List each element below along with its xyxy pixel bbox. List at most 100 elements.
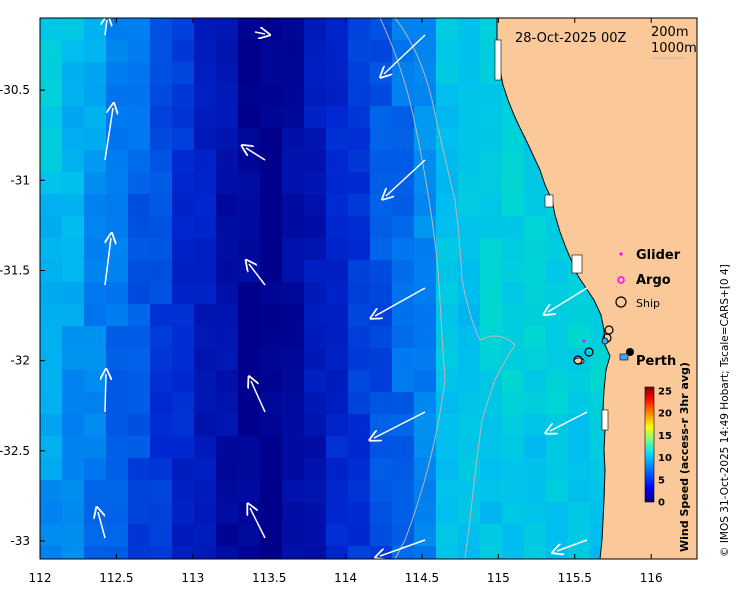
grid-cell	[480, 458, 503, 481]
grid-cell	[260, 304, 283, 327]
grid-cell	[150, 84, 173, 107]
grid-cell	[282, 18, 305, 41]
grid-cell	[502, 238, 525, 261]
grid-cell	[40, 194, 63, 217]
grid-cell	[106, 370, 129, 393]
grid-cell	[62, 326, 85, 349]
grid-cell	[546, 326, 569, 349]
grid-cell	[260, 106, 283, 129]
grid-cell	[370, 282, 393, 305]
grid-cell	[40, 260, 63, 283]
grid-cell	[172, 304, 195, 327]
city-label: Perth	[636, 354, 676, 369]
grid-cell	[304, 62, 327, 85]
grid-cell	[436, 502, 459, 525]
grid-cell	[436, 40, 459, 63]
grid-cell	[62, 348, 85, 371]
grid-cell	[370, 326, 393, 349]
grid-cell	[546, 414, 569, 437]
grid-cell	[414, 84, 437, 107]
grid-cell	[106, 436, 129, 459]
grid-cell	[172, 194, 195, 217]
grid-cell	[348, 436, 371, 459]
grid-cell	[150, 458, 173, 481]
grid-cell	[436, 304, 459, 327]
grid-cell	[84, 458, 107, 481]
grid-cell	[216, 458, 239, 481]
grid-cell	[216, 348, 239, 371]
grid-cell	[62, 414, 85, 437]
grid-cell	[238, 326, 261, 349]
grid-cell	[216, 502, 239, 525]
grid-cell	[106, 18, 129, 41]
y-tick-label: -33	[10, 534, 30, 548]
grid-cell	[392, 304, 415, 327]
grid-cell	[326, 150, 349, 173]
wind-arrow	[557, 539, 588, 551]
colorbar-tick-label: 0	[658, 498, 665, 509]
grid-cell	[260, 238, 283, 261]
grid-cell	[546, 502, 569, 525]
grid-cell	[194, 304, 217, 327]
grid-cell	[282, 40, 305, 63]
grid-cell	[84, 282, 107, 305]
grid-cell	[436, 370, 459, 393]
glider-icon	[619, 252, 623, 256]
grid-cell	[150, 326, 173, 349]
grid-cell	[238, 216, 261, 239]
grid-cell	[84, 546, 107, 559]
grid-cell	[172, 370, 195, 393]
grid-cell	[172, 106, 195, 129]
grid-cell	[502, 128, 525, 151]
grid-cell	[414, 62, 437, 85]
grid-cell	[546, 546, 569, 559]
grid-cell	[128, 260, 151, 283]
grid-cell	[480, 326, 503, 349]
depth-legend: 200m 1000m	[651, 25, 697, 59]
grid-cell	[282, 326, 305, 349]
grid-cell	[282, 84, 305, 107]
grid-cell	[40, 128, 63, 151]
grid-cell	[194, 194, 217, 217]
grid-cell	[282, 414, 305, 437]
grid-cell	[480, 546, 503, 559]
grid-cell	[414, 392, 437, 415]
grid-cell	[106, 106, 129, 129]
grid-cell	[370, 502, 393, 525]
depth-contours	[379, 18, 516, 559]
grid-cell	[40, 172, 63, 195]
grid-cell	[84, 480, 107, 503]
grid-cell	[106, 414, 129, 437]
grid-cell	[282, 546, 305, 559]
grid-cell	[304, 546, 327, 559]
grid-cell	[40, 370, 63, 393]
grid-cell	[502, 546, 525, 559]
grid-cell	[590, 348, 613, 371]
grid-cell	[106, 216, 129, 239]
grid-cell	[304, 40, 327, 63]
grid-cell	[62, 172, 85, 195]
grid-cell	[172, 18, 195, 41]
grid-cell	[568, 502, 591, 525]
grid-cell	[150, 128, 173, 151]
grid-cell	[458, 304, 481, 327]
grid-cell	[62, 480, 85, 503]
grid-cell	[436, 524, 459, 547]
grid-cell	[128, 282, 151, 305]
grid-cell	[40, 502, 63, 525]
grid-cell	[524, 370, 547, 393]
grid-cell	[238, 106, 261, 129]
grid-cell	[172, 216, 195, 239]
grid-cell	[414, 546, 437, 559]
grid-cell	[370, 546, 393, 559]
grid-cell	[326, 480, 349, 503]
grid-cell	[150, 304, 173, 327]
grid-cell	[524, 282, 547, 305]
grid-cell	[326, 238, 349, 261]
grid-cell	[128, 546, 151, 559]
grid-cell	[326, 194, 349, 217]
grid-cell	[436, 194, 459, 217]
grid-cell	[282, 282, 305, 305]
grid-cell	[62, 106, 85, 129]
grid-cell	[546, 524, 569, 547]
